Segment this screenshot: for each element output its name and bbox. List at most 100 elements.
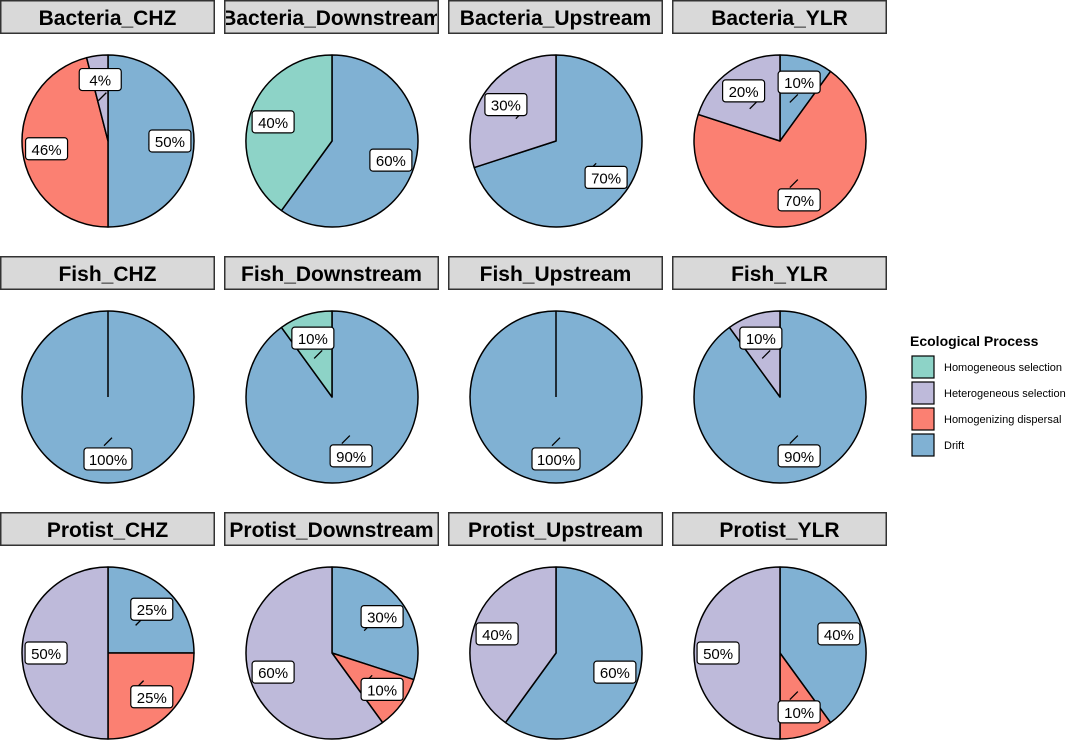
facet-panel-protist-ylr: Protist_YLR 40% 10% 50%: [672, 512, 887, 740]
data-label: 30%: [491, 98, 521, 115]
data-label-box: [777, 444, 821, 468]
facet-title: Protist_CHZ: [47, 519, 169, 542]
facet-title: Fish_CHZ: [58, 263, 156, 286]
data-label-box: [24, 137, 69, 161]
data-label: 40%: [482, 627, 512, 644]
legend-swatch-heterogeneous-selection: [911, 381, 935, 405]
facet-title: Protist_Downstream: [229, 519, 433, 542]
data-label-box: [777, 700, 821, 724]
legend: Ecological Process Homogeneous selection H…: [910, 333, 1066, 457]
facet-panel-fish-downstream: Fish_Downstream 90% 10%: [224, 256, 439, 484]
data-label-box: [531, 447, 581, 471]
facet-strip: [448, 0, 663, 34]
facet-panel-bacteria-ylr: Bacteria_YLR 10% 70% 20%: [672, 0, 887, 228]
legend-swatch-homogenizing-dispersal: [911, 407, 935, 431]
data-label: 25%: [137, 602, 167, 619]
data-label-box: [739, 326, 783, 350]
data-label: 10%: [746, 331, 776, 348]
data-label: 50%: [155, 134, 185, 151]
data-label-box: [83, 447, 133, 471]
label-tick: [789, 691, 799, 700]
label-tick: [551, 437, 561, 447]
facet-strip: [672, 256, 887, 290]
data-label: 30%: [367, 610, 397, 627]
pie-slice-homogenizing-dispersal: [693, 70, 867, 228]
facet-panel-bacteria-chz: Bacteria_CHZ 50% 46% 4%: [0, 0, 215, 228]
facet-panel-protist-downstream: Protist_Downstream 30% 10% 60%: [224, 512, 439, 740]
legend-label-homogeneous-selection: Homogeneous selection: [944, 362, 1062, 374]
data-label: 60%: [600, 665, 630, 682]
data-label: 10%: [298, 331, 328, 348]
legend-swatch-drift: [911, 433, 935, 457]
facet-strip: [672, 512, 887, 546]
pie-slice-drift: [504, 566, 643, 740]
label-tick: [103, 437, 113, 447]
data-label: 70%: [784, 193, 814, 210]
data-label: 100%: [89, 452, 127, 469]
data-label-box: [78, 67, 122, 92]
facet-panel-bacteria-upstream: Bacteria_Upstream 70% 30%: [448, 0, 663, 228]
data-label-box: [251, 110, 295, 134]
facet-title: Fish_Downstream: [241, 263, 422, 286]
data-label-box: [251, 660, 295, 684]
legend-swatch-homogeneous-selection: [911, 355, 935, 379]
facet-title: Protist_Upstream: [468, 519, 643, 542]
facet-title: Bacteria_Upstream: [460, 7, 651, 30]
data-label: 20%: [729, 84, 759, 101]
data-label: 10%: [784, 75, 814, 92]
data-label-box: [777, 70, 821, 94]
facet-panel-protist-chz: Protist_CHZ 25% 25% 50%: [0, 512, 215, 740]
pie-slice-drift: [280, 54, 419, 228]
data-label: 40%: [824, 627, 854, 644]
data-label: 50%: [703, 646, 733, 663]
facet-panel-bacteria-downstream: Bacteria_Downstream 60% 40%: [221, 0, 442, 228]
label-tick: [341, 435, 351, 444]
label-tick: [761, 350, 771, 359]
data-label-box: [696, 641, 740, 665]
facet-strip: [448, 256, 663, 290]
data-label-box: [360, 677, 404, 701]
data-label-box: [130, 597, 174, 621]
data-label: 70%: [591, 170, 621, 187]
facet-strip: [672, 0, 887, 34]
data-label: 25%: [137, 690, 167, 707]
data-label: 60%: [376, 153, 406, 170]
data-label: 90%: [336, 449, 366, 466]
data-label-box: [148, 129, 192, 153]
data-label-box: [777, 188, 821, 212]
facet-strip: [0, 512, 215, 546]
legend-label-drift: Drift: [944, 440, 964, 452]
facet-panel-fish-ylr: Fish_YLR 90% 10%: [672, 256, 887, 484]
data-label: 4%: [89, 73, 111, 90]
facet-title: Protist_YLR: [719, 519, 839, 542]
data-label: 50%: [31, 646, 61, 663]
facet-panel-protist-upstream: Protist_Upstream 60% 40%: [448, 512, 663, 740]
data-label-box: [130, 685, 174, 709]
legend-label-homogenizing-dispersal: Homogenizing dispersal: [944, 414, 1061, 426]
data-label-box: [817, 622, 861, 646]
facet-title: Bacteria_CHZ: [39, 7, 177, 30]
label-tick: [313, 350, 323, 359]
facet-strip: [0, 0, 215, 34]
facet-title: Bacteria_YLR: [711, 7, 848, 30]
label-tick: [97, 92, 107, 102]
label-tick: [789, 435, 799, 444]
data-label-box: [584, 165, 628, 189]
data-label: 10%: [784, 705, 814, 722]
pie-slice-heterogeneous-selection: [245, 566, 384, 740]
data-label-box: [360, 605, 404, 629]
facet-title: Bacteria_Downstream: [221, 7, 442, 30]
facet-title: Fish_YLR: [731, 263, 828, 286]
data-label: 90%: [784, 449, 814, 466]
facet-strip: [448, 512, 663, 546]
legend-title: Ecological Process: [910, 333, 1039, 349]
label-tick: [789, 94, 799, 103]
data-label-box: [24, 641, 68, 665]
data-label: 10%: [367, 682, 397, 699]
data-label: 60%: [258, 665, 288, 682]
data-label-box: [593, 660, 637, 684]
data-label-box: [484, 93, 528, 117]
data-label: 100%: [537, 452, 575, 469]
